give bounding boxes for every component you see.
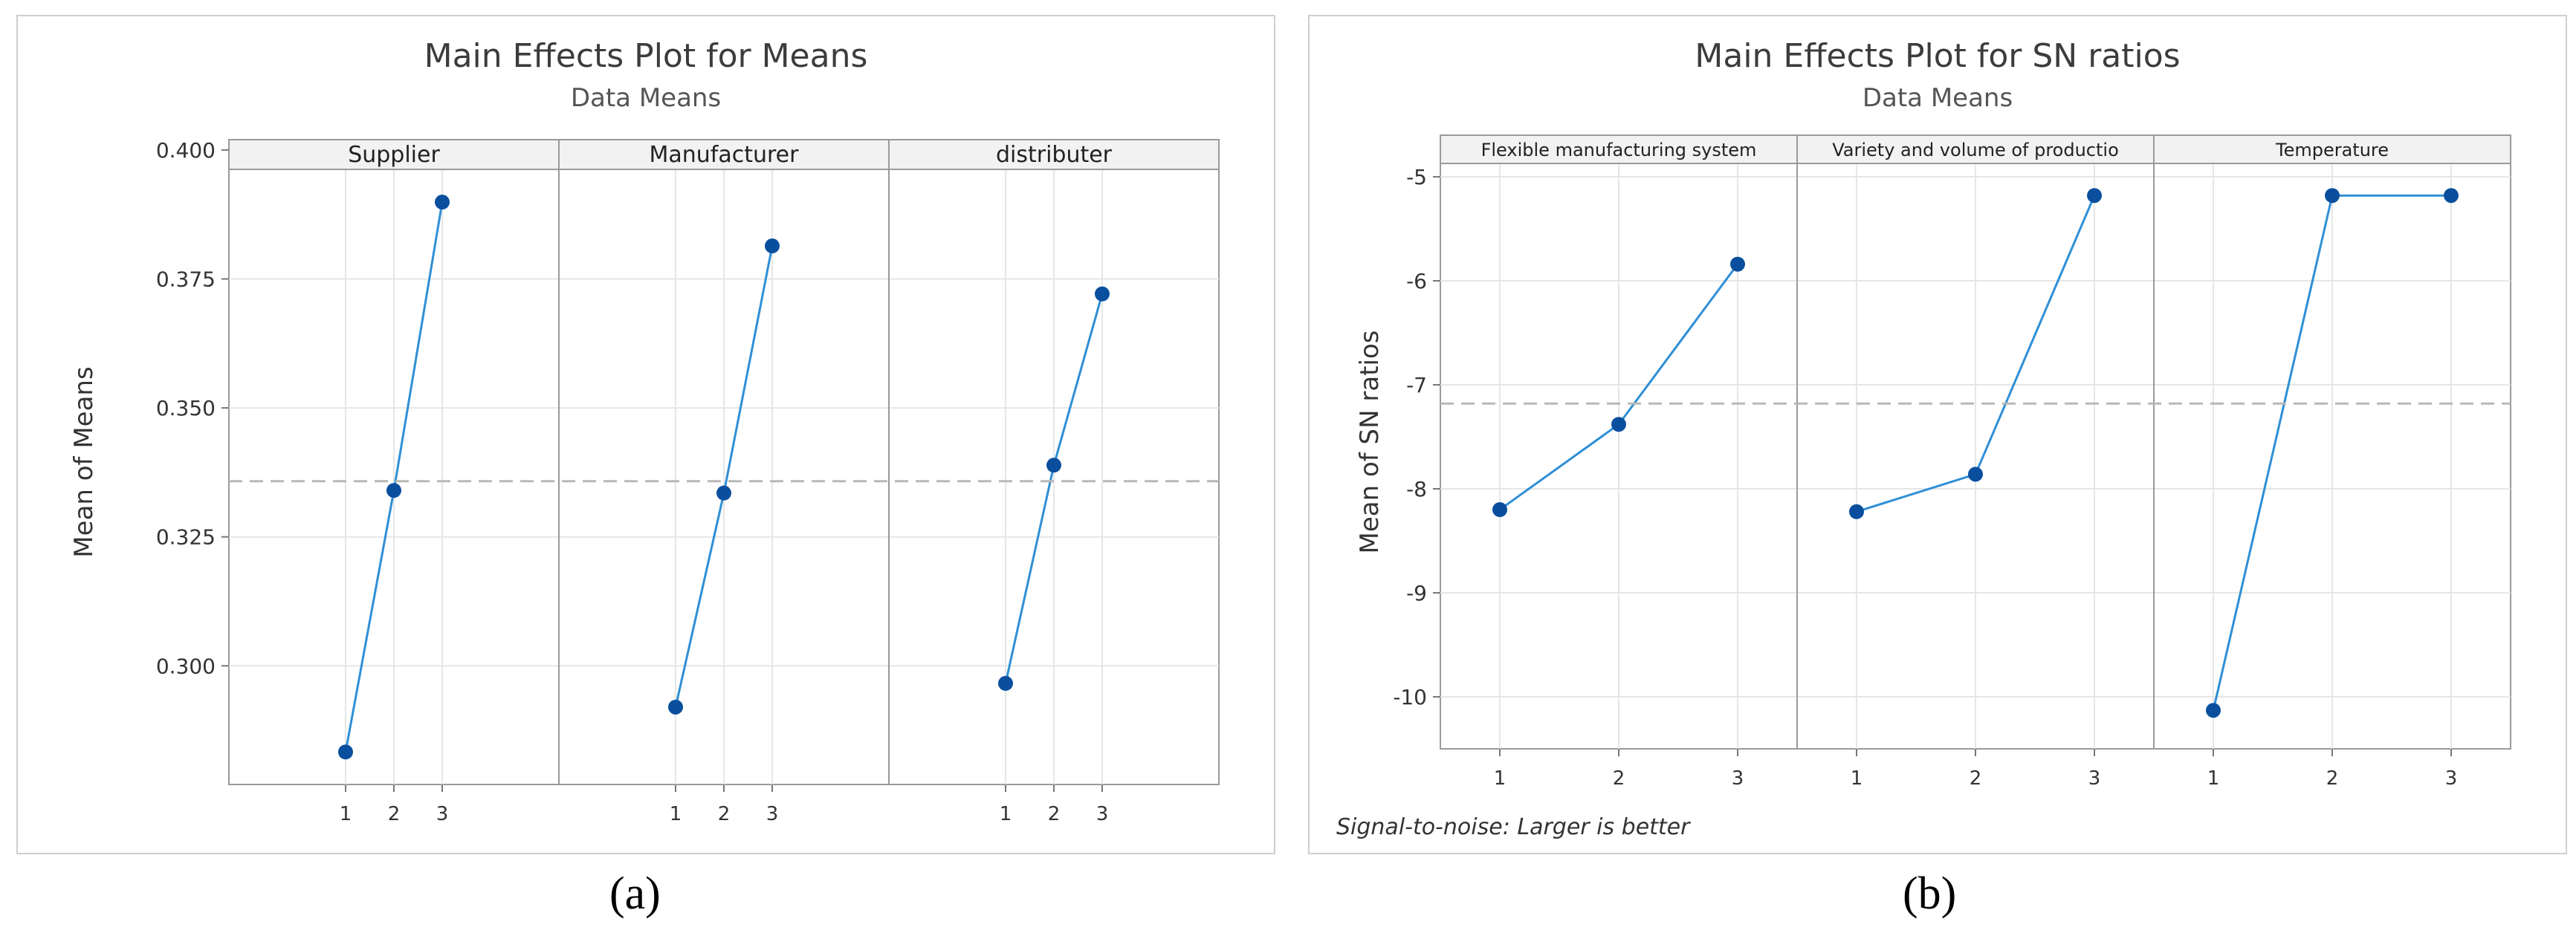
y-tick-label: -5 xyxy=(1406,165,1427,189)
data-point xyxy=(1492,502,1507,517)
panel-strip-label: distributer xyxy=(996,142,1113,168)
x-tick-label: 3 xyxy=(1732,767,1744,790)
data-point xyxy=(386,483,401,498)
x-tick-label: 2 xyxy=(718,803,731,825)
y-tick-label: -8 xyxy=(1406,477,1427,501)
x-tick-label: 3 xyxy=(2088,767,2101,790)
x-tick-label: 1 xyxy=(1494,767,1507,790)
data-point xyxy=(338,744,353,760)
data-point xyxy=(1968,467,1983,482)
figure-caption-b: (b) xyxy=(1903,868,1957,919)
x-tick-label: 3 xyxy=(2445,767,2458,790)
footnote: Signal-to-noise: Larger is better xyxy=(1336,814,1690,840)
x-tick-label: 2 xyxy=(388,803,401,825)
data-point xyxy=(1611,417,1626,432)
chart-subtitle: Data Means xyxy=(570,83,722,113)
x-tick-label: 1 xyxy=(1851,767,1863,790)
panel-strip-label: Flexible manufacturing system xyxy=(1481,140,1757,160)
y-tick-label: 0.400 xyxy=(156,138,216,163)
panel-strip xyxy=(1440,134,1798,164)
y-tick-label: 0.350 xyxy=(156,396,216,420)
data-point xyxy=(2087,188,2102,204)
y-tick-label: 0.325 xyxy=(156,525,216,550)
y-tick-label: -9 xyxy=(1406,581,1427,605)
main-effects-means-plot: Supplier 1 2 3 Manufacturer 1 2 3 distributer 1 2 3… xyxy=(69,138,1220,825)
chart-panel-means: Main Effects Plot for Means Data Means S… xyxy=(16,15,1275,854)
data-point xyxy=(716,485,731,501)
y-tick-label: -10 xyxy=(1393,685,1427,709)
x-tick-label: 3 xyxy=(1096,803,1109,825)
x-tick-label: 1 xyxy=(340,803,352,825)
y-tick-label: -6 xyxy=(1406,269,1427,293)
panel-strip-label: Manufacturer xyxy=(650,142,800,168)
data-point xyxy=(1849,504,1864,519)
data-point xyxy=(998,675,1013,691)
y-axis-label: Mean of Means xyxy=(69,366,99,557)
panel-strip-label: Variety and volume of productio xyxy=(1832,140,2119,160)
panel-strip xyxy=(558,139,890,170)
data-point xyxy=(1095,286,1110,302)
x-tick-label: 3 xyxy=(766,803,779,825)
data-point xyxy=(668,699,683,715)
data-point xyxy=(2206,703,2221,718)
chart-title: Main Effects Plot for Means xyxy=(424,37,868,75)
x-tick-label: 1 xyxy=(1000,803,1012,825)
x-tick-label: 2 xyxy=(1970,767,1982,790)
x-tick-label: 1 xyxy=(670,803,682,825)
chart-title: Main Effects Plot for SN ratios xyxy=(1695,37,2181,75)
chart-panel-sn-ratios: Main Effects Plot for SN ratios Data Mea… xyxy=(1308,15,2567,854)
chart-subtitle: Data Means xyxy=(1862,83,2013,113)
y-tick-label: 0.300 xyxy=(156,654,216,678)
panel-strip-label: Supplier xyxy=(348,142,440,168)
figure-caption-a: (a) xyxy=(609,868,661,919)
x-tick-label: 2 xyxy=(2326,767,2339,790)
data-point xyxy=(1046,458,1061,473)
data-point xyxy=(1730,256,1745,272)
data-point xyxy=(765,238,780,254)
main-effects-sn-plot: Flexible manufacturing system 1 2 3 Variety … xyxy=(1355,134,2511,790)
data-point xyxy=(435,195,450,210)
y-tick-label: 0.375 xyxy=(156,267,216,291)
x-tick-label: 3 xyxy=(436,803,449,825)
y-axis-label: Mean of SN ratios xyxy=(1355,331,1385,554)
y-tick-label: -7 xyxy=(1406,373,1427,397)
panel-strip-label: Temperature xyxy=(2275,140,2389,160)
x-tick-label: 2 xyxy=(1048,803,1061,825)
data-point xyxy=(2325,188,2340,204)
data-point xyxy=(2444,188,2459,204)
x-tick-label: 2 xyxy=(1613,767,1625,790)
x-tick-label: 1 xyxy=(2207,767,2220,790)
